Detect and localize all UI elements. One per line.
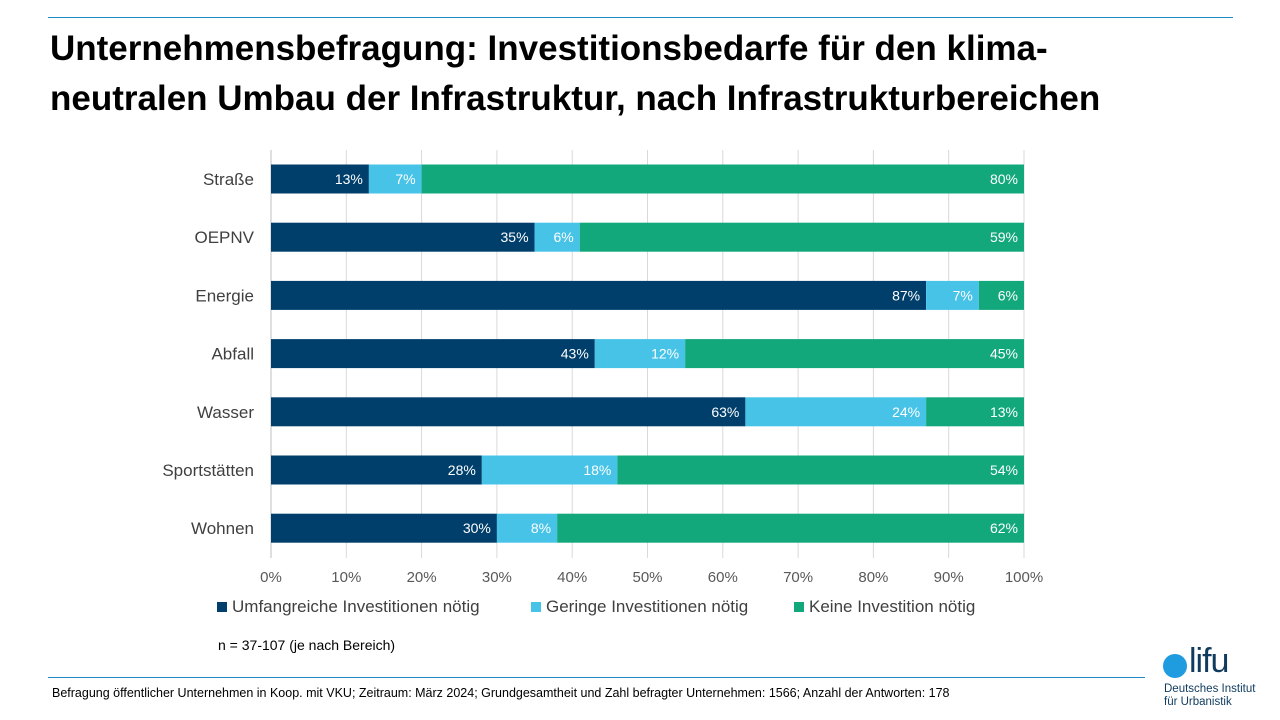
data-label-0-series-0: 13% [335, 171, 363, 187]
x-tick-label-6: 60% [708, 569, 738, 586]
bar-3-series-1 [594, 339, 686, 369]
x-tick-label-5: 50% [632, 569, 662, 586]
difu-logo: lifu Deutsches Institut für Urbanistik [1160, 640, 1270, 715]
data-label-6-series-2: 62% [990, 520, 1018, 536]
data-label-1-series-1: 6% [553, 229, 573, 245]
data-label-3-series-2: 45% [990, 346, 1018, 362]
data-label-3-series-1: 12% [651, 346, 679, 362]
category-label-4: Wasser [197, 403, 254, 422]
bar-6-series-2 [557, 513, 1024, 543]
bar-2-series-2 [978, 280, 1024, 310]
x-tick-label-8: 80% [858, 569, 888, 586]
bar-5-series-2 [617, 455, 1024, 485]
bar-3-series-0 [271, 339, 595, 369]
bar-1-series-0 [271, 222, 535, 252]
data-label-1-series-2: 59% [990, 229, 1018, 245]
category-label-2: Energie [195, 286, 254, 305]
data-label-4-series-2: 13% [990, 404, 1018, 420]
legend-label-umfangreich: Umfangreiche Investitionen nötig [232, 597, 480, 616]
legend-swatch-keine [794, 602, 804, 612]
data-label-5-series-1: 18% [583, 462, 611, 478]
bar-5-series-0 [271, 455, 482, 485]
data-label-5-series-2: 54% [990, 462, 1018, 478]
page-title: Unternehmensbefragung: Investitionsbedar… [50, 24, 1230, 124]
logo-line-2: für Urbanistik [1164, 696, 1232, 708]
data-label-4-series-1: 24% [892, 404, 920, 420]
bar-2-series-1 [926, 280, 979, 310]
data-label-2-series-0: 87% [892, 287, 920, 303]
x-tick-label-10: 100% [1005, 569, 1043, 586]
logo-line-1: Deutsches Institut [1164, 683, 1256, 695]
logo-dot-icon [1163, 654, 1187, 678]
title-line-1: Unternehmensbefragung: Investitionsbedar… [50, 29, 1048, 68]
x-tick-label-7: 70% [783, 569, 813, 586]
data-label-4-series-0: 63% [711, 404, 739, 420]
legend-label-gering: Geringe Investitionen nötig [546, 597, 749, 616]
bar-4-series-2 [926, 397, 1024, 427]
sample-note: n = 37-107 (je nach Bereich) [218, 637, 396, 653]
bar-4-series-1 [745, 397, 927, 427]
category-label-5: Sportstätten [162, 461, 254, 480]
data-label-2-series-1: 7% [953, 287, 973, 303]
data-label-6-series-1: 8% [531, 520, 551, 536]
bar-4-series-0 [271, 397, 746, 427]
category-label-1: OEPNV [194, 228, 254, 247]
chart-legend: Umfangreiche Investitionen nötig Geringe… [0, 597, 1280, 621]
top-rule [48, 17, 1233, 18]
legend-item-umfangreich: Umfangreiche Investitionen nötig [217, 597, 480, 617]
category-label-3: Abfall [211, 345, 254, 364]
bar-0-series-0 [271, 164, 369, 194]
bottom-rule [48, 677, 1145, 678]
x-tick-label-2: 20% [407, 569, 437, 586]
logo-subtitle: Deutsches Institut für Urbanistik [1164, 683, 1255, 709]
data-label-5-series-0: 28% [448, 462, 476, 478]
legend-swatch-gering [531, 602, 541, 612]
data-label-1-series-0: 35% [501, 229, 529, 245]
bar-3-series-2 [685, 339, 1024, 369]
bar-5-series-1 [481, 455, 618, 485]
data-label-3-series-0: 43% [561, 346, 589, 362]
legend-swatch-umfangreich [217, 602, 227, 612]
x-tick-label-4: 40% [557, 569, 587, 586]
x-tick-label-9: 90% [934, 569, 964, 586]
bar-6-series-1 [496, 513, 558, 543]
x-tick-label-3: 30% [482, 569, 512, 586]
category-label-6: Wohnen [191, 519, 254, 538]
bar-1-series-1 [534, 222, 580, 252]
legend-item-keine: Keine Investition nötig [794, 597, 975, 617]
title-line-2: neutralen Umbau der Infrastruktur, nach … [50, 79, 1101, 118]
bar-0-series-1 [368, 164, 422, 194]
data-label-6-series-0: 30% [463, 520, 491, 536]
data-label-0-series-2: 80% [990, 171, 1018, 187]
bar-0-series-2 [421, 164, 1025, 194]
legend-item-gering: Geringe Investitionen nötig [531, 597, 748, 617]
footnote: Befragung öffentlicher Unternehmen in Ko… [52, 686, 950, 700]
x-tick-label-1: 10% [331, 569, 361, 586]
legend-label-keine: Keine Investition nötig [809, 597, 976, 616]
data-label-2-series-2: 6% [998, 287, 1018, 303]
bar-2-series-0 [271, 280, 927, 310]
bar-6-series-0 [271, 513, 497, 543]
category-label-0: Straße [203, 170, 254, 189]
data-label-0-series-1: 7% [395, 171, 415, 187]
x-tick-label-0: 0% [260, 569, 282, 586]
bar-1-series-2 [579, 222, 1024, 252]
logo-wordmark: lifu [1189, 642, 1229, 680]
